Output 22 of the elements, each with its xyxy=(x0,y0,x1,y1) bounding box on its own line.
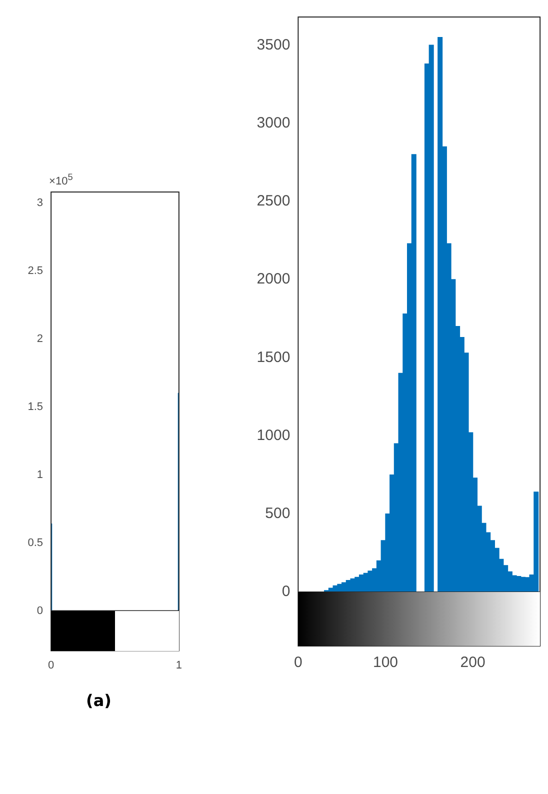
y-tick-label: 2500 xyxy=(256,192,290,210)
y-tick-label: 1 xyxy=(36,468,44,481)
x-tick-label: 100 xyxy=(372,654,398,672)
x-tick-label: 1 xyxy=(176,659,182,672)
y-tick-label: 1000 xyxy=(256,426,290,444)
y-tick-label: 2 xyxy=(36,332,44,345)
y-tick-label: 0.5 xyxy=(28,536,44,549)
y-tick-label: 500 xyxy=(265,505,290,522)
y-tick-label: 0 xyxy=(36,604,44,617)
y-tick-label: 0 xyxy=(282,583,290,600)
y-tick-label: 3 xyxy=(36,196,44,209)
text: ×10$^{5}$ xyxy=(49,172,73,188)
x-tick-label: 200 xyxy=(460,654,486,672)
text: (a) xyxy=(86,690,112,710)
x-tick-label: 0 xyxy=(48,659,54,672)
y-tick-label: 3500 xyxy=(256,36,290,54)
y-tick-label: 2.5 xyxy=(28,264,44,277)
x-tick-label: 0 xyxy=(294,654,302,672)
y-tick-label: 2000 xyxy=(256,270,290,288)
y-tick-label: 3000 xyxy=(256,114,290,132)
y-tick-label: 1.5 xyxy=(28,400,44,413)
y-tick-label: 1500 xyxy=(256,348,290,366)
